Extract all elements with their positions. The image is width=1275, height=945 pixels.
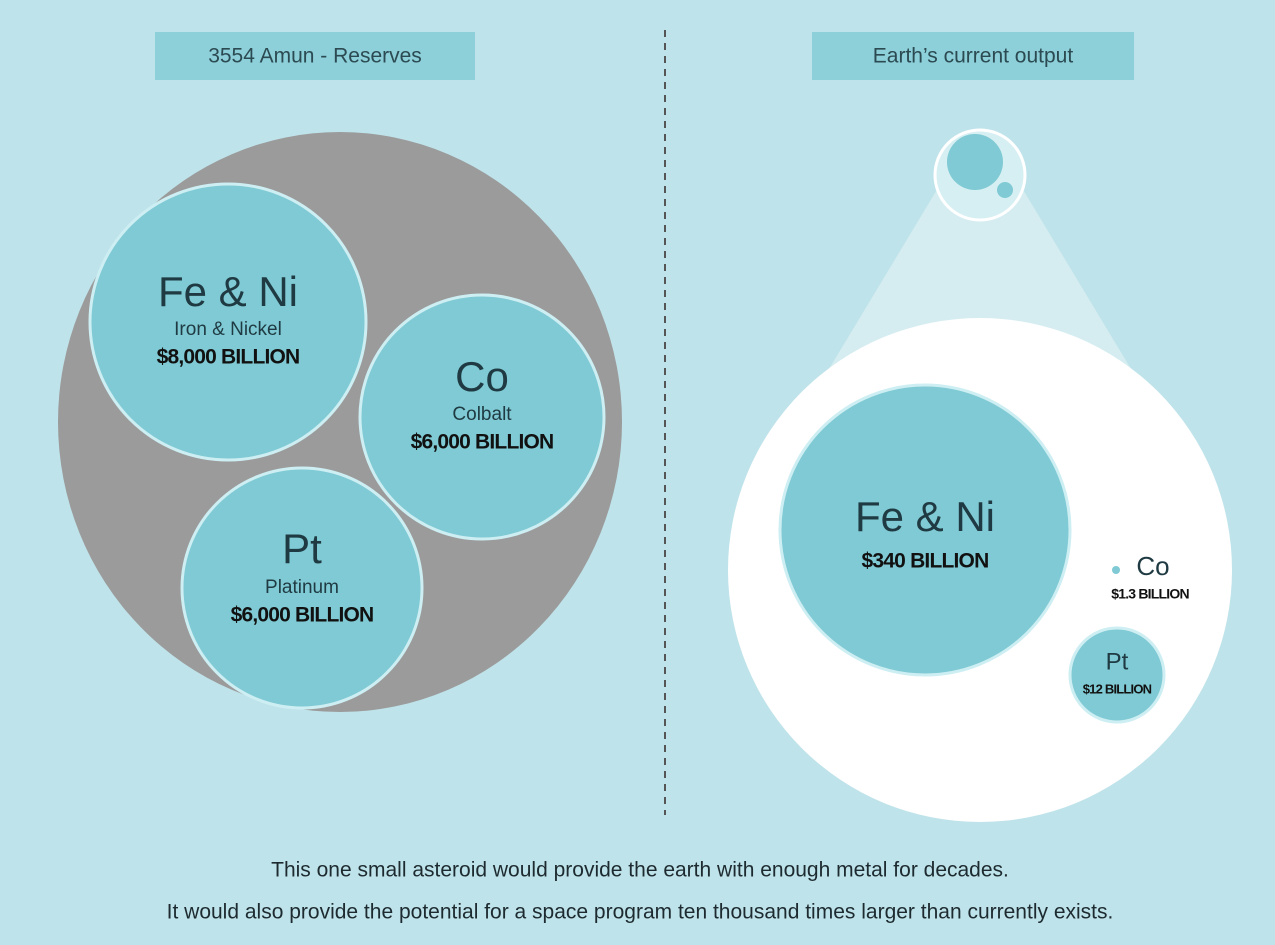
- value: $6,000 BILLION: [411, 431, 554, 454]
- symbol: Co: [1136, 551, 1169, 581]
- value: $12 BILLION: [1083, 681, 1152, 696]
- footer-line: This one small asteroid would provide th…: [271, 859, 1009, 882]
- element-name: Colbalt: [452, 404, 512, 425]
- symbol: Fe & Ni: [855, 493, 995, 540]
- right-title: Earth’s current output: [873, 45, 1074, 68]
- element-name: Iron & Nickel: [174, 319, 282, 340]
- symbol: Pt: [282, 525, 322, 572]
- bubble: [1068, 626, 1166, 724]
- bubble: [778, 383, 1072, 677]
- symbol: Co: [455, 353, 509, 400]
- symbol: Pt: [1106, 648, 1129, 675]
- value: $6,000 BILLION: [231, 604, 374, 627]
- title-box: [812, 32, 1134, 80]
- bubble: [180, 466, 424, 710]
- bubble: [88, 182, 368, 462]
- element-name: Platinum: [265, 577, 339, 598]
- value: $340 BILLION: [862, 550, 989, 573]
- value: $1.3 BILLION: [1111, 586, 1189, 602]
- mini-bubble: [947, 134, 1003, 190]
- mini-bubble: [997, 182, 1013, 198]
- bubble: [1112, 566, 1120, 574]
- symbol: Fe & Ni: [158, 268, 298, 315]
- value: $8,000 BILLION: [157, 346, 300, 369]
- footer-line: It would also provide the potential for …: [167, 901, 1114, 924]
- left-title: 3554 Amun - Reserves: [208, 45, 422, 68]
- bubble: [358, 293, 606, 541]
- title-box: [155, 32, 475, 80]
